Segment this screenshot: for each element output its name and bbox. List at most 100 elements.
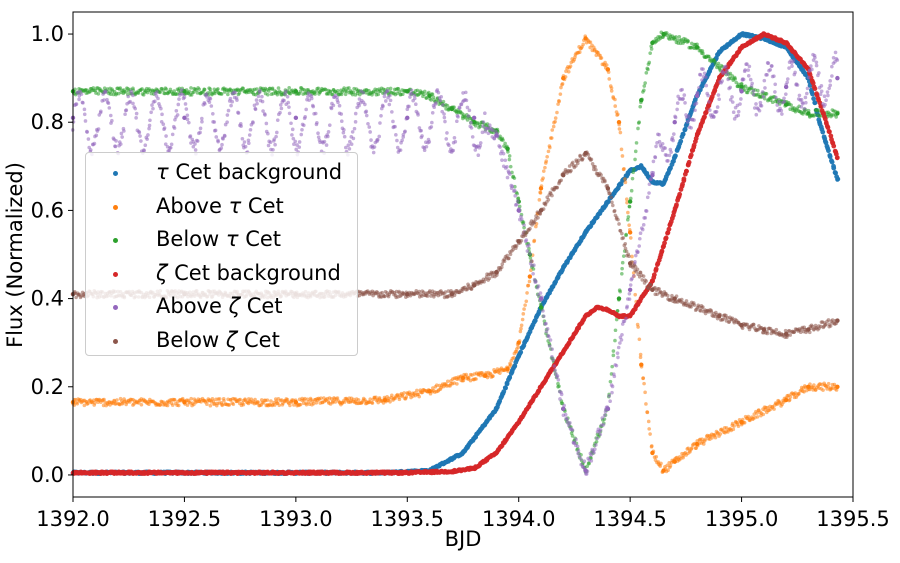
data-point — [618, 289, 622, 294]
data-point — [610, 390, 614, 395]
data-point — [412, 96, 417, 101]
data-point — [650, 444, 654, 448]
data-point — [123, 89, 128, 94]
data-point — [481, 124, 485, 128]
data-point — [298, 89, 303, 94]
data-point — [200, 116, 204, 121]
data-point — [324, 143, 329, 147]
data-point — [356, 398, 361, 402]
data-point — [430, 110, 435, 115]
data-point — [415, 388, 419, 393]
data-point — [741, 77, 746, 82]
data-point — [752, 106, 757, 110]
data-point — [382, 94, 387, 99]
data-point — [556, 377, 561, 382]
data-point — [669, 150, 673, 154]
data-point — [395, 138, 399, 143]
data-point — [637, 244, 642, 248]
data-point — [286, 100, 291, 105]
data-point — [675, 101, 680, 105]
data-point — [615, 351, 620, 355]
data-point — [681, 176, 687, 182]
data-point — [189, 86, 193, 90]
data-point — [417, 126, 422, 130]
data-point — [540, 295, 544, 299]
data-point — [581, 42, 585, 47]
data-point — [713, 432, 717, 437]
data-point — [819, 89, 824, 94]
data-point — [628, 236, 633, 240]
data-point — [395, 392, 400, 397]
data-point — [400, 92, 405, 97]
data-point — [740, 417, 745, 422]
data-point — [170, 132, 175, 137]
data-point — [107, 106, 112, 110]
data-point — [595, 436, 600, 441]
data-point — [613, 328, 618, 333]
data-point — [263, 113, 267, 117]
data-point — [255, 87, 259, 91]
data-point — [182, 115, 187, 121]
data-point — [510, 184, 515, 189]
data-point — [686, 39, 691, 44]
data-point — [160, 112, 164, 117]
data-point — [552, 364, 557, 368]
data-point — [594, 53, 599, 58]
data-point — [99, 109, 103, 114]
data-point — [368, 130, 372, 134]
data-point — [77, 97, 81, 102]
data-point — [403, 129, 407, 134]
data-point — [814, 60, 819, 65]
data-point — [627, 297, 632, 301]
data-point — [582, 459, 587, 464]
data-point — [754, 102, 758, 106]
data-point — [558, 397, 562, 401]
data-point — [654, 455, 659, 459]
data-point — [682, 126, 688, 132]
data-point — [668, 464, 673, 468]
data-point — [195, 139, 200, 143]
data-point — [538, 302, 543, 307]
data-point — [789, 103, 793, 107]
data-point — [532, 263, 536, 268]
data-point — [342, 400, 347, 404]
data-point — [507, 374, 513, 380]
data-point — [630, 276, 634, 281]
data-point — [82, 107, 87, 112]
data-point — [647, 182, 652, 187]
data-point — [651, 272, 657, 278]
data-point — [766, 61, 771, 66]
data-point — [559, 85, 563, 90]
data-point — [342, 134, 347, 139]
data-point — [617, 297, 621, 302]
data-point — [817, 71, 821, 75]
data-point — [522, 225, 526, 230]
data-point — [189, 396, 194, 401]
data-point — [299, 132, 304, 137]
data-point — [602, 413, 607, 418]
data-point — [562, 403, 566, 408]
data-point — [139, 139, 143, 143]
data-point — [274, 134, 278, 139]
data-point — [333, 400, 338, 404]
data-point — [438, 98, 443, 103]
data-point — [123, 112, 127, 117]
data-point — [822, 94, 827, 99]
data-point — [659, 30, 664, 35]
data-point — [335, 88, 340, 93]
data-point — [303, 396, 307, 401]
data-point — [827, 129, 832, 135]
data-point — [547, 344, 552, 348]
data-point — [726, 77, 730, 82]
data-point — [525, 249, 530, 253]
data-point — [642, 381, 646, 386]
data-point — [644, 209, 649, 213]
data-point — [393, 124, 397, 129]
data-point — [506, 150, 510, 154]
data-point — [821, 388, 825, 392]
data-point — [805, 86, 810, 91]
data-point — [512, 363, 518, 369]
data-point — [222, 134, 227, 138]
data-point — [604, 63, 609, 67]
data-point — [803, 95, 808, 100]
